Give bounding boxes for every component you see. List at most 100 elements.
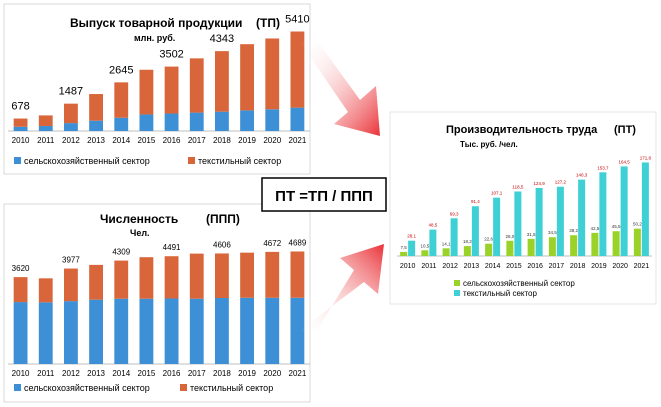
legend-label-agri: сельскохозяйственный сектор — [24, 156, 150, 166]
bar-textile-2021 — [641, 162, 649, 256]
bar-textile-2020 — [620, 166, 628, 256]
tick-label-2017: 2017 — [188, 369, 206, 378]
bar-textile-2016 — [164, 256, 179, 299]
value-label-textile-2021: 171,8 — [640, 155, 652, 160]
bar-agri-2012 — [442, 248, 450, 256]
tick-label-2021: 2021 — [289, 136, 307, 145]
total-label-2021: 4689 — [289, 238, 307, 247]
tick-label-2019: 2019 — [238, 136, 256, 145]
legend-swatch-textile — [188, 157, 195, 164]
chart-productivity: Производительность труда (ПТ) Тыс. руб. … — [389, 111, 657, 305]
chart-headcount-subtitle: Чел. — [130, 228, 150, 238]
total-label-2018: 4606 — [213, 240, 231, 249]
value-label-textile-2014: 107,1 — [491, 191, 503, 196]
bar-textile-2010 — [13, 277, 28, 303]
tick-label-2019: 2019 — [591, 263, 607, 270]
bar-textile-2010 — [13, 118, 28, 127]
bar-agri-2020 — [612, 231, 620, 256]
bar-agri-2017 — [548, 237, 556, 256]
tick-label-2014: 2014 — [112, 369, 130, 378]
bar-agri-2015 — [139, 298, 154, 364]
legend-label-textile: текстильный сектор — [190, 383, 273, 393]
value-label-textile-2019: 153,7 — [597, 165, 609, 170]
bar-textile-2010 — [408, 240, 416, 256]
bar-agri-2016 — [164, 298, 179, 364]
tick-label-2016: 2016 — [527, 263, 543, 270]
tick-label-2013: 2013 — [87, 369, 105, 378]
bar-textile-2017 — [189, 58, 204, 113]
total-label-2012: 3977 — [62, 256, 80, 265]
bar-agri-2016 — [164, 113, 179, 131]
value-label-agri-2012: 14,1 — [442, 241, 451, 246]
bar-textile-2013 — [89, 264, 104, 300]
bar-textile-2019 — [240, 252, 255, 298]
tick-label-2017: 2017 — [188, 136, 206, 145]
legend-label-agri: сельскохозяйственный сектор — [463, 279, 575, 288]
value-label-agri-2011: 10,5 — [420, 243, 429, 248]
chart-headcount-title: Численность — [100, 212, 178, 226]
tick-label-2010: 2010 — [12, 369, 30, 378]
bar-textile-2014 — [114, 260, 129, 299]
value-label-textile-2020: 164,5 — [618, 159, 630, 164]
bar-agri-2020 — [265, 109, 280, 131]
chart-output-abbr: (ТП) — [256, 16, 280, 30]
value-label-agri-2019: 42,5 — [590, 226, 599, 231]
legend-swatch-textile — [180, 384, 187, 391]
bar-textile-2017 — [189, 253, 204, 299]
value-label-agri-2017: 34,5 — [548, 230, 557, 235]
bar-textile-2016 — [535, 187, 543, 256]
bar-agri-2010 — [13, 302, 28, 364]
total-label-2016: 4491 — [163, 243, 181, 252]
tick-label-2021: 2021 — [634, 263, 650, 270]
legend-label-textile: текстильный сектор — [198, 156, 281, 166]
bar-agri-2020 — [265, 297, 280, 364]
bar-agri-2021 — [633, 228, 641, 256]
arrow-down-right — [300, 42, 380, 136]
bar-textile-2014 — [493, 197, 501, 256]
chart-output: Выпуск товарной продукции (ТП) млн. руб.… — [3, 3, 311, 175]
bar-textile-2020 — [265, 251, 280, 298]
tick-label-2011: 2011 — [421, 263, 436, 270]
tick-label-2020: 2020 — [612, 263, 628, 270]
value-label-agri-2015: 28,0 — [505, 234, 514, 239]
bar-agri-2021 — [290, 297, 305, 364]
bar-agri-2018 — [214, 111, 229, 131]
bar-textile-2011 — [38, 115, 53, 127]
bar-agri-2012 — [63, 123, 78, 131]
bar-agri-2017 — [189, 298, 204, 364]
formula-text: ПТ =ТП / ППП — [275, 188, 373, 205]
tick-label-2015: 2015 — [138, 136, 156, 145]
tick-label-2021: 2021 — [289, 369, 307, 378]
bar-agri-2011 — [38, 126, 53, 131]
total-label-2010: 678 — [11, 101, 29, 113]
chart-headcount: Численность (ППП) Чел. 3620 2010 2011 3977 2… — [3, 203, 311, 403]
value-label-textile-2017: 127,2 — [555, 180, 567, 185]
chart-productivity-frame — [389, 111, 657, 305]
tick-label-2011: 2011 — [37, 136, 55, 145]
total-label-2021: 5410 — [285, 13, 309, 25]
value-label-agri-2013: 18,2 — [463, 239, 472, 244]
bar-textile-2012 — [450, 218, 458, 256]
bar-textile-2015 — [514, 191, 522, 256]
chart-productivity-abbr: (ПТ) — [614, 124, 636, 136]
tick-label-2014: 2014 — [112, 136, 130, 145]
tick-label-2019: 2019 — [238, 369, 256, 378]
tick-label-2016: 2016 — [163, 136, 181, 145]
tick-label-2010: 2010 — [12, 136, 30, 145]
bar-textile-2018 — [578, 179, 586, 256]
bar-agri-2019 — [591, 232, 599, 256]
tick-label-2020: 2020 — [263, 369, 281, 378]
arrow-up-right — [298, 244, 384, 332]
bar-agri-2014 — [114, 298, 129, 364]
bar-agri-2016 — [527, 238, 535, 256]
tick-label-2020: 2020 — [263, 136, 281, 145]
value-label-agri-2014: 22,6 — [484, 237, 493, 242]
bar-textile-2015 — [139, 69, 154, 115]
bar-agri-2015 — [139, 114, 154, 131]
value-label-textile-2015: 118,5 — [512, 184, 523, 189]
bar-agri-2012 — [63, 301, 78, 364]
value-label-textile-2012: 69,3 — [450, 211, 459, 216]
bar-textile-2020 — [265, 38, 280, 110]
chart-headcount-frame — [3, 203, 311, 403]
